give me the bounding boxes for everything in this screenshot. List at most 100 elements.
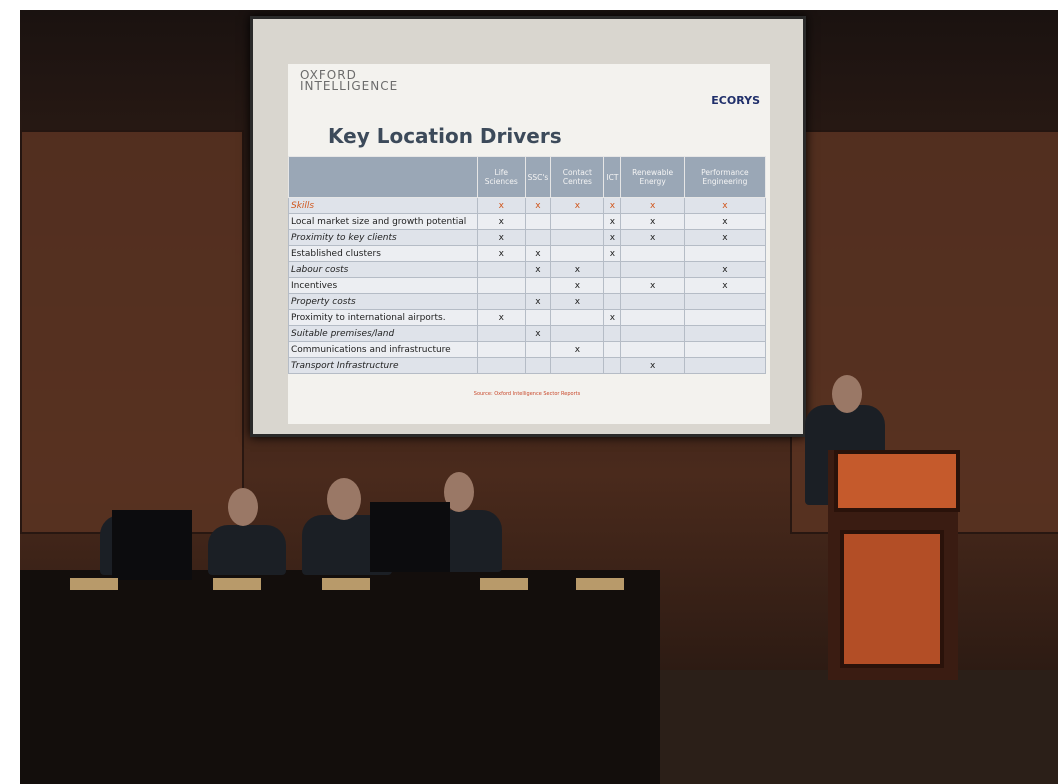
table-cell <box>525 342 551 358</box>
table-cell <box>478 342 526 358</box>
table-cell <box>551 246 604 262</box>
row-label: Incentives <box>289 278 478 294</box>
head <box>832 375 862 413</box>
table-cell <box>525 358 551 374</box>
table-cell <box>478 358 526 374</box>
table-cell: x <box>551 198 604 214</box>
page: OXFORD INTELLIGENCE ECORYS Key Location … <box>0 0 1064 784</box>
table-cell <box>621 246 684 262</box>
table-cell: x <box>551 278 604 294</box>
table-cell: x <box>684 230 765 246</box>
table-cell <box>551 230 604 246</box>
table-cell <box>621 294 684 310</box>
table-row: Transport Infrastructurex <box>289 358 766 374</box>
column-header: Renewable Energy <box>621 157 684 198</box>
table-cell: x <box>525 198 551 214</box>
corner-cell <box>289 157 478 198</box>
table-cell <box>621 262 684 278</box>
table-cell <box>604 358 621 374</box>
table-cell <box>478 278 526 294</box>
table-cell <box>525 310 551 326</box>
table-cell <box>551 214 604 230</box>
head <box>228 488 258 526</box>
panel-desk <box>20 570 660 784</box>
projection-screen: OXFORD INTELLIGENCE ECORYS Key Location … <box>250 16 806 437</box>
row-label: Proximity to international airports. <box>289 310 478 326</box>
table-cell <box>604 262 621 278</box>
table-cell: x <box>604 310 621 326</box>
table-cell <box>621 326 684 342</box>
row-label: Labour costs <box>289 262 478 278</box>
wall-panel <box>20 130 244 534</box>
table-cell: x <box>551 262 604 278</box>
table-cell <box>551 310 604 326</box>
slide-title: Key Location Drivers <box>328 124 562 148</box>
table-cell: x <box>478 198 526 214</box>
row-label: Communications and infrastructure <box>289 342 478 358</box>
name-plate <box>213 578 261 590</box>
table-cell <box>604 326 621 342</box>
table-row: Local market size and growth potentialxx… <box>289 214 766 230</box>
name-plate <box>322 578 370 590</box>
table-cell <box>621 310 684 326</box>
row-label: Property costs <box>289 294 478 310</box>
table-cell: x <box>604 230 621 246</box>
table-cell <box>684 294 765 310</box>
row-label: Suitable premises/land <box>289 326 478 342</box>
table-cell: x <box>478 230 526 246</box>
person <box>208 525 286 575</box>
row-label: Proximity to key clients <box>289 230 478 246</box>
table-cell: x <box>604 214 621 230</box>
monitor <box>112 510 192 580</box>
table-cell <box>525 278 551 294</box>
table-cell: x <box>478 214 526 230</box>
column-header: SSC's <box>525 157 551 198</box>
table-cell: x <box>621 230 684 246</box>
table-row: Communications and infrastructure x <box>289 342 766 358</box>
table-cell: x <box>525 294 551 310</box>
slide: OXFORD INTELLIGENCE ECORYS Key Location … <box>288 64 770 424</box>
row-label: Established clusters <box>289 246 478 262</box>
table-cell: x <box>604 198 621 214</box>
table-cell: x <box>525 326 551 342</box>
column-header: Performance Engineering <box>684 157 765 198</box>
table-cell: x <box>621 198 684 214</box>
table-cell: x <box>604 246 621 262</box>
table-cell: x <box>478 246 526 262</box>
table-cell <box>551 358 604 374</box>
table-cell: x <box>621 278 684 294</box>
table-cell: x <box>551 342 604 358</box>
table-cell <box>684 326 765 342</box>
name-plate <box>480 578 528 590</box>
table-cell: x <box>684 214 765 230</box>
table-cell <box>478 262 526 278</box>
table-cell: x <box>621 214 684 230</box>
table-cell <box>684 358 765 374</box>
table-cell <box>604 278 621 294</box>
table-cell <box>525 214 551 230</box>
table-cell: x <box>478 310 526 326</box>
table-row: Suitable premises/land x <box>289 326 766 342</box>
table-cell: x <box>525 262 551 278</box>
source-note: Source: Oxford Intelligence Sector Repor… <box>288 391 766 397</box>
table-cell <box>684 310 765 326</box>
table-cell: x <box>684 278 765 294</box>
table-cell <box>684 246 765 262</box>
table-cell <box>604 342 621 358</box>
table-cell <box>621 342 684 358</box>
table-cell <box>604 294 621 310</box>
column-header: Life Sciences <box>478 157 526 198</box>
podium-front <box>840 530 944 668</box>
row-label: Skills <box>289 198 478 214</box>
table-cell <box>684 342 765 358</box>
name-plate <box>70 578 118 590</box>
photo: OXFORD INTELLIGENCE ECORYS Key Location … <box>20 10 1058 784</box>
table-cell: x <box>551 294 604 310</box>
